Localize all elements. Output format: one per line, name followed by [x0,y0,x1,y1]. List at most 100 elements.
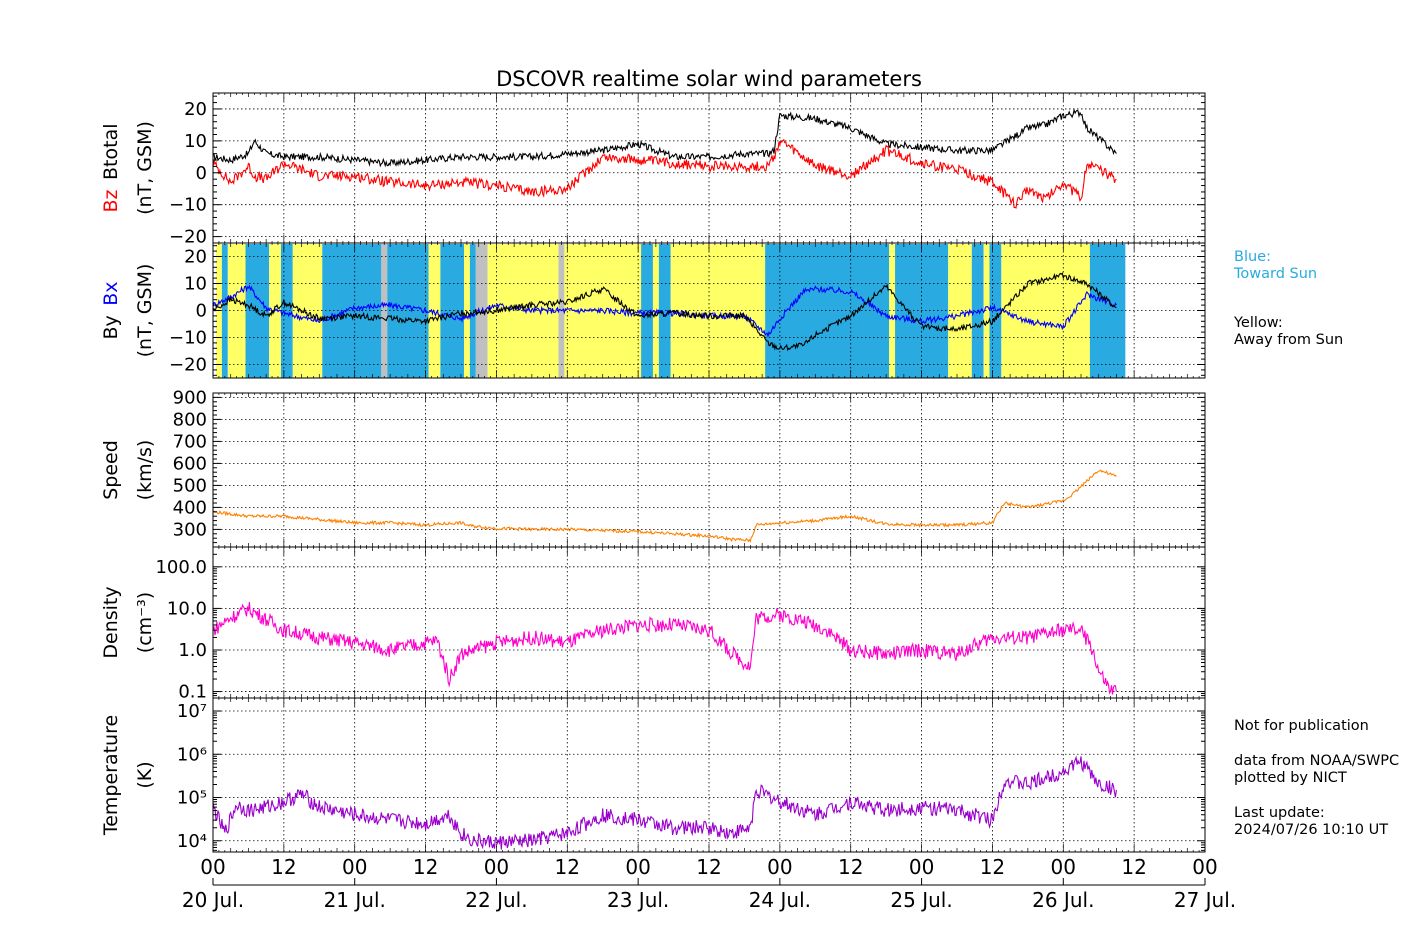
xtick-hour-label: 12 [696,855,721,879]
xtick-hour-label: 00 [625,855,650,879]
grid-magnetic-field-xy [212,243,1206,378]
ytick-label: 10 [184,131,207,152]
sector-26 [971,244,984,378]
sector-5 [280,244,293,378]
panel-temperature: 10⁴ 10⁵ 10⁶ 10⁷ Temperature (K) [100,697,1206,853]
legend-blue-desc: Toward Sun [1233,266,1317,282]
ytick-label: 20 [184,99,207,120]
panel-density: 0.1 1.0 10.0 100.0 Density (cm⁻³) [100,546,1206,703]
ytick-label: 300 [173,519,207,540]
series-bx [212,284,1117,338]
ytick-label: 800 [173,409,207,430]
sector-20 [658,244,671,378]
sector-18 [641,244,653,378]
legend-yellow-label: Yellow: [1233,315,1283,331]
series-density [212,602,1117,695]
sector-30 [1089,244,1126,378]
ylabel-magnetic-field-total: Bz Btotal [100,124,122,213]
sector-13 [469,244,476,378]
xtick-hour-label: 00 [484,855,509,879]
panel-magnetic-field-xy: −20 −10 0 10 20 By Bx (nT, GSM) [100,242,1206,379]
xtick-hour-label: 00 [1192,855,1217,879]
xtick-hour-label: 00 [909,855,934,879]
ylabel-units-density: (cm⁻³) [134,592,156,653]
series-btotal [213,108,1117,168]
note-update-label: Last update: [1234,805,1325,821]
panel-magnetic-field-total: −20 −10 0 10 20 Bz Btotal (nT, GSM) [100,92,1206,248]
ytick-label: 10.0 [167,598,207,619]
ytick-label: 10⁵ [177,788,207,809]
sector-2 [227,244,246,378]
xtick-day-label: 20 Jul. [182,888,244,912]
ticks-temperature [212,697,1206,852]
sector-21 [670,244,766,378]
sector-8 [381,244,388,378]
ytick-label: 20 [184,247,207,268]
xtick-hour-label: 00 [1051,855,1076,879]
sector-11 [440,244,464,378]
sector-29 [1001,244,1090,378]
ylabel-units-temperature: (K) [134,761,156,788]
ytick-label: 500 [173,475,207,496]
sector-23 [889,244,896,378]
xtick-day-label: 26 Jul. [1032,888,1094,912]
sector-6 [292,244,323,378]
xtick-day-label: 27 Jul. [1174,888,1236,912]
ylabel-units-speed: (km/s) [134,440,156,501]
xtick-hour-label: 00 [767,855,792,879]
grid-density [212,547,1206,698]
sector-22 [765,244,890,378]
ylabel-speed: Speed [100,440,122,500]
xtick-hour-label: 12 [555,855,580,879]
ylabel-units-magnetic-field-total: (nT, GSM) [134,121,156,215]
ytick-label: 900 [173,387,207,408]
series-by [212,272,1117,352]
ytick-label: 10⁶ [177,744,207,765]
xtick-day-label: 25 Jul. [890,888,952,912]
series-temperature [212,755,1117,850]
legend-blue-label: Blue: [1234,249,1271,265]
ytick-label: 100.0 [155,557,207,578]
sector-1 [221,244,228,378]
ytick-label: −10 [169,328,207,349]
note-source: data from NOAA/SWPC [1234,753,1399,769]
grid-speed [212,393,1206,547]
ytick-label: 400 [173,497,207,518]
xtick-hour-label: 12 [980,855,1005,879]
ytick-label: 0 [196,301,207,322]
xtick-hour-label: 12 [271,855,296,879]
xtick-hour-label: 12 [1121,855,1146,879]
series-bz [212,138,1117,209]
panels: −20 −10 0 10 20 Bz Btotal (nT, GSM) −20 −10 0 10 20… [100,92,1206,853]
x-axis: 00 12 00 12 00 12 00 12 00 12 00 12 00 12 00 20 Jul. 21 … [182,855,1236,912]
ytick-label: 10⁷ [177,701,207,722]
ylabel-magnetic-field-xy: By Bx [100,281,122,339]
note-plotted-by: plotted by NICT [1234,770,1347,786]
note-update-time: 2024/07/26 10:10 UT [1234,822,1388,838]
ytick-label: 0 [196,163,207,184]
ytick-label: 0.1 [178,682,207,703]
legend-yellow-desc: Away from Sun [1234,332,1343,348]
ylabel-temperature: Temperature [100,715,122,836]
ytick-label: 10⁴ [177,831,207,852]
ytick-label: 10 [184,274,207,295]
ytick-label: −10 [169,195,207,216]
ytick-label: −20 [169,355,207,376]
sector-27 [983,244,990,378]
sector-7 [322,244,382,378]
ytick-label: 600 [173,453,207,474]
ylabel-density: Density [100,586,122,658]
xtick-hour-label: 00 [200,855,225,879]
xtick-day-label: 23 Jul. [607,888,669,912]
ticks-magnetic-field-xy [212,243,1206,378]
sector-19 [652,244,659,378]
ticks-speed [212,392,1206,548]
xtick-hour-label: 12 [413,855,438,879]
ytick-label: 1.0 [178,640,207,661]
xtick-day-label: 24 Jul. [749,888,811,912]
xtick-day-label: 21 Jul. [324,888,386,912]
chart-title: DSCOVR realtime solar wind parameters [496,67,922,91]
ytick-label: −20 [169,227,207,248]
